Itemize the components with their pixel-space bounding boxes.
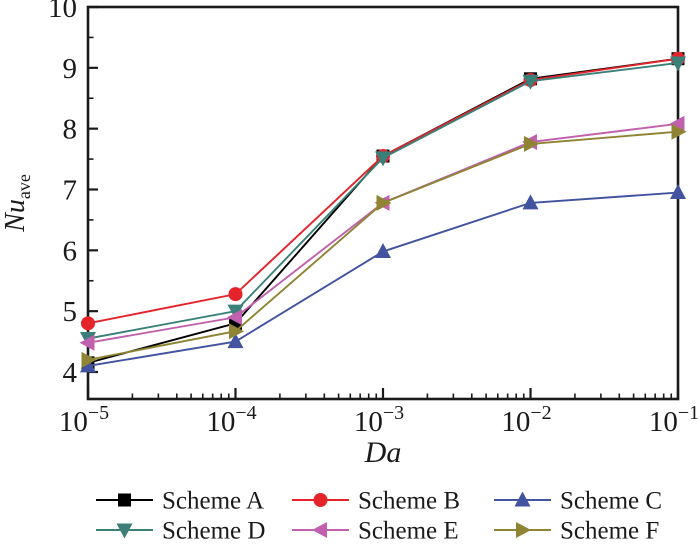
legend-label: Scheme F [560, 518, 659, 543]
data-point-marker [79, 334, 95, 351]
legend-item-scheme-f: Scheme F [494, 518, 659, 545]
x-tick-label: 10−3 [354, 402, 404, 438]
y-tick-label: 5 [63, 296, 78, 328]
data-point-marker [670, 56, 686, 72]
data-point-marker [227, 309, 242, 326]
y-axis-label: Nuave [0, 174, 34, 233]
data-point-marker [81, 351, 97, 368]
legend-item-scheme-d: Scheme D [96, 518, 265, 545]
data-point-marker [227, 333, 244, 349]
x-tick-label: 10−2 [501, 402, 551, 438]
series-scheme-f [81, 123, 687, 368]
x-tick-label: 10−4 [206, 402, 256, 438]
legend-marker-square [118, 493, 131, 507]
y-tick-label: 4 [63, 357, 78, 389]
x-tick-label: 10−5 [59, 402, 109, 438]
legend-item-scheme-b: Scheme B [292, 488, 460, 515]
series-line-scheme-b [87, 57, 679, 325]
data-point-marker [376, 194, 392, 211]
data-point-marker [80, 357, 96, 373]
data-point-marker [81, 316, 95, 331]
y-tick-label: 6 [63, 235, 78, 267]
data-point-marker [670, 184, 686, 200]
y-tick-label: 8 [63, 114, 78, 146]
legend-marker-circle [313, 493, 328, 507]
series-line-scheme-a [87, 57, 679, 364]
legend-label: Scheme B [358, 488, 460, 515]
legend-label: Scheme A [162, 488, 264, 515]
data-point-marker [671, 123, 687, 140]
y-tick-label: 10 [48, 0, 77, 24]
legend-item-scheme-a: Scheme A [96, 488, 264, 515]
series-scheme-a [81, 52, 685, 370]
legend-marker-triangle-right [516, 522, 531, 538]
legend-marker-triangle-left [312, 522, 327, 538]
data-point-marker [227, 304, 244, 320]
data-point-marker [522, 74, 539, 90]
data-point-marker [228, 287, 243, 302]
legend-item-scheme-c: Scheme C [494, 488, 662, 515]
legend-marker-triangle-down [116, 523, 133, 539]
legend-label: Scheme E [358, 518, 459, 543]
data-point-marker [229, 323, 244, 340]
series-scheme-b [81, 51, 685, 331]
x-tick-label: 10−1 [649, 402, 699, 438]
x-axis-label: Da [364, 436, 402, 469]
data-point-marker [375, 243, 391, 259]
data-point-marker [522, 194, 539, 210]
data-point-marker [524, 135, 539, 152]
y-tick-label: 7 [63, 175, 78, 207]
legend-item-scheme-e: Scheme E [292, 518, 459, 545]
data-point-marker [669, 115, 685, 132]
y-tick-label: 9 [63, 53, 78, 85]
legend-label: Scheme C [560, 488, 662, 515]
legend-label: Scheme D [162, 518, 265, 543]
legend-marker-triangle-up [514, 491, 531, 507]
series-scheme-c [80, 184, 686, 373]
data-point-marker [375, 151, 391, 167]
